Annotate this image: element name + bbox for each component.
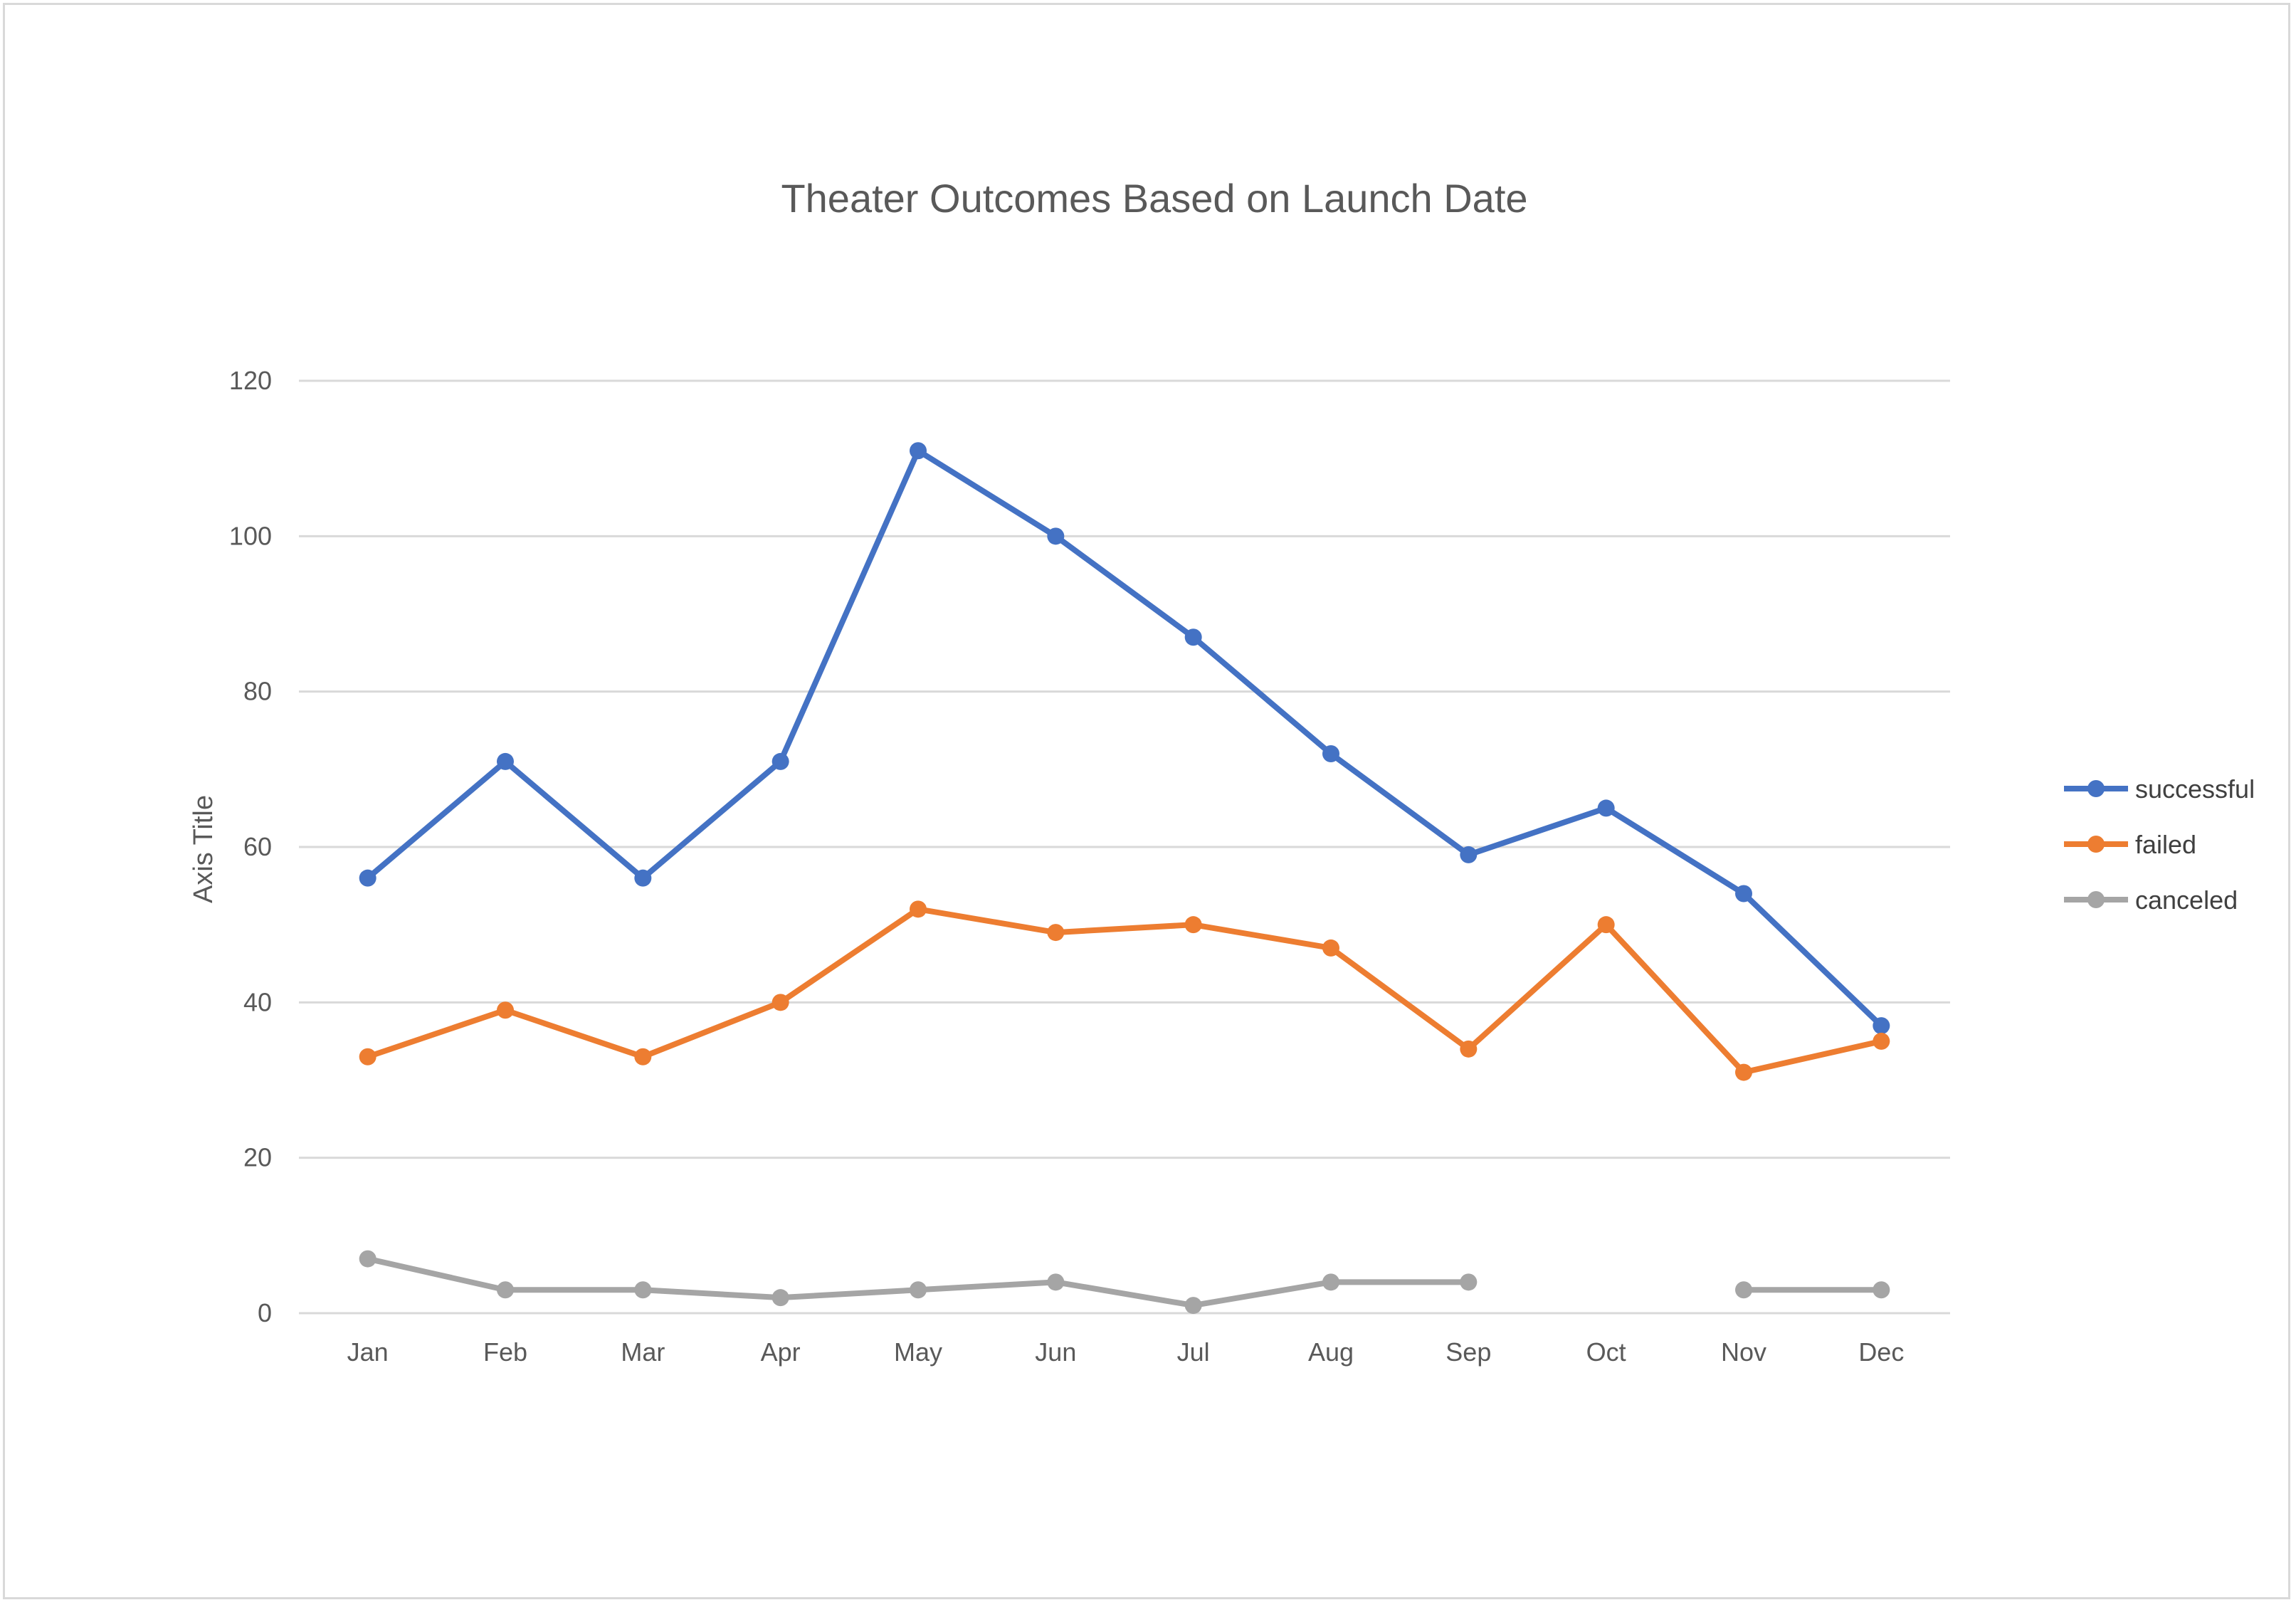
series-canceled <box>359 1250 1890 1315</box>
data-point[interactable] <box>1322 1273 1339 1291</box>
series-failed <box>359 900 1890 1081</box>
y-tick-label: 120 <box>229 366 272 395</box>
legend-item-failed[interactable]: failed <box>2064 830 2196 859</box>
series-group <box>359 442 1890 1315</box>
x-tick-label: Jan <box>347 1337 389 1367</box>
data-point[interactable] <box>1460 846 1478 863</box>
series-line <box>364 906 1885 1075</box>
y-axis-ticks: 0 20 40 60 80 100 120 <box>229 366 272 1327</box>
data-point[interactable] <box>1460 1273 1478 1291</box>
data-point[interactable] <box>772 752 789 770</box>
legend-marker <box>2087 780 2105 797</box>
legend-marker <box>2087 836 2105 853</box>
data-point[interactable] <box>1873 1032 1890 1050</box>
data-point[interactable] <box>359 1250 376 1268</box>
data-point[interactable] <box>1184 628 1202 646</box>
x-tick-label: Dec <box>1858 1337 1904 1367</box>
data-point[interactable] <box>1184 916 1202 934</box>
data-point[interactable] <box>1735 885 1752 903</box>
data-point[interactable] <box>497 1281 514 1299</box>
x-axis-ticks: Jan Feb Mar Apr May Jun Jul Aug Sep Oct Nov Dec <box>347 1337 1905 1367</box>
data-point[interactable] <box>1047 924 1065 942</box>
y-tick-label: 80 <box>243 677 272 706</box>
x-tick-label: Jul <box>1177 1337 1210 1367</box>
data-point[interactable] <box>772 1289 789 1307</box>
data-point[interactable] <box>1873 1017 1890 1035</box>
data-point[interactable] <box>1873 1281 1890 1299</box>
y-tick-label: 100 <box>229 521 272 550</box>
data-point[interactable] <box>1735 1281 1752 1299</box>
series-successful <box>359 442 1890 1035</box>
x-tick-label: Jun <box>1035 1337 1076 1367</box>
data-point[interactable] <box>1597 799 1615 817</box>
legend[interactable]: successful failed canceled <box>2064 774 2255 915</box>
data-point[interactable] <box>497 1001 514 1019</box>
legend-marker <box>2087 891 2105 908</box>
data-point[interactable] <box>1047 1273 1065 1291</box>
y-tick-label: 20 <box>243 1143 272 1172</box>
legend-label: failed <box>2135 830 2196 859</box>
y-axis-title: Axis Title <box>189 795 218 903</box>
data-point[interactable] <box>634 1048 652 1065</box>
y-tick-label: 40 <box>243 987 272 1016</box>
x-tick-label: Apr <box>761 1337 801 1367</box>
chart-area <box>3 3 2290 1599</box>
data-point[interactable] <box>1322 939 1339 957</box>
data-point[interactable] <box>772 994 789 1011</box>
x-tick-label: Nov <box>1721 1337 1766 1367</box>
gridlines <box>299 379 1950 1315</box>
data-point[interactable] <box>1735 1063 1752 1081</box>
x-tick-label: Sep <box>1445 1337 1491 1367</box>
legend-item-canceled[interactable]: canceled <box>2064 885 2238 915</box>
x-tick-label: Feb <box>483 1337 527 1367</box>
data-point[interactable] <box>1184 1297 1202 1315</box>
data-point[interactable] <box>634 1281 652 1299</box>
legend-item-successful[interactable]: successful <box>2064 774 2255 804</box>
series-line <box>364 448 1885 1029</box>
data-point[interactable] <box>634 869 652 887</box>
data-point[interactable] <box>359 1048 376 1065</box>
x-tick-label: Oct <box>1586 1337 1626 1367</box>
data-point[interactable] <box>1597 916 1615 934</box>
legend-label: successful <box>2135 774 2255 804</box>
data-point[interactable] <box>359 869 376 887</box>
data-point[interactable] <box>910 442 927 460</box>
data-point[interactable] <box>1047 527 1065 545</box>
y-tick-label: 0 <box>258 1298 272 1327</box>
data-point[interactable] <box>1460 1040 1478 1058</box>
data-point[interactable] <box>497 752 514 770</box>
data-point[interactable] <box>1322 745 1339 762</box>
data-point[interactable] <box>910 900 927 918</box>
x-tick-label: Mar <box>621 1337 665 1367</box>
y-tick-label: 60 <box>243 832 272 861</box>
x-tick-label: May <box>894 1337 942 1367</box>
x-tick-label: Aug <box>1308 1337 1354 1367</box>
legend-label: canceled <box>2135 885 2238 915</box>
data-point[interactable] <box>910 1281 927 1299</box>
chart-title: Theater Outcomes Based on Launch Date <box>781 176 1527 221</box>
